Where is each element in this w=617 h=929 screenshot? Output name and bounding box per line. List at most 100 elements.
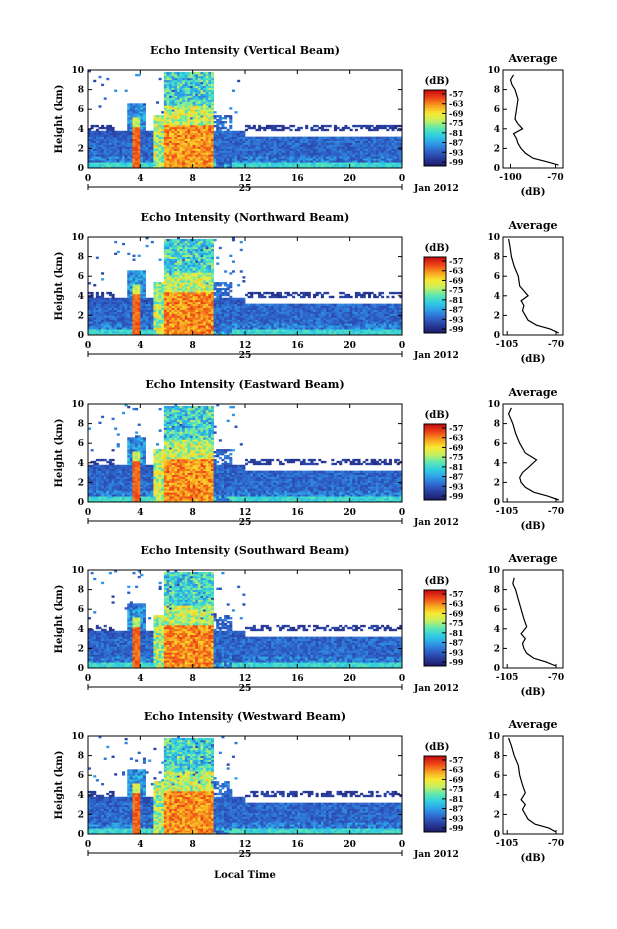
heatmap-cell	[158, 286, 162, 289]
heatmap-cell	[127, 327, 131, 330]
heatmap-cell	[127, 150, 131, 153]
heatmap-cell	[284, 164, 288, 167]
heatmap-cell	[224, 120, 228, 124]
heatmap-cell	[184, 144, 188, 147]
heatmap-cell	[98, 126, 102, 130]
heatmap-cell	[388, 154, 392, 157]
heatmap-cell	[192, 317, 196, 320]
heatmap-cell	[226, 148, 230, 151]
heatmap-cell	[213, 115, 217, 118]
heatmap-cell	[90, 148, 94, 151]
heatmap-cell	[203, 166, 207, 169]
heatmap-cell	[210, 109, 214, 112]
heatmap-cell	[197, 311, 201, 314]
heatmap-cell	[224, 148, 228, 151]
heatmap-cell	[140, 146, 144, 149]
heatmap-cell	[166, 156, 170, 159]
heatmap-cell	[108, 136, 112, 139]
heatmap-cell	[142, 122, 146, 126]
heatmap-cell	[255, 152, 259, 155]
heatmap-cell	[174, 144, 178, 147]
heatmap-cell	[245, 164, 249, 167]
heatmap-cell	[242, 152, 246, 155]
heatmap-cell	[127, 109, 131, 112]
heatmap-cell	[187, 154, 191, 157]
heatmap-cell	[294, 150, 298, 153]
heatmap-cell	[354, 166, 358, 169]
heatmap-cell	[184, 87, 188, 90]
heatmap-cell	[166, 83, 170, 87]
heatmap-cell	[226, 329, 230, 332]
heatmap-cell	[93, 284, 97, 287]
heatmap-cell	[169, 99, 173, 102]
heatmap-cell	[315, 156, 319, 159]
heatmap-cell	[187, 284, 191, 287]
heatmap-cell	[200, 148, 204, 151]
heatmap-cell	[171, 284, 175, 287]
heatmap-cell	[127, 124, 131, 128]
heatmap-cell	[190, 128, 194, 132]
heatmap-cell	[221, 154, 225, 157]
heatmap-cell	[158, 303, 162, 306]
heatmap-cell	[163, 242, 167, 246]
heatmap-cell	[142, 284, 146, 287]
heatmap-cell	[116, 160, 120, 163]
heatmap-cell	[195, 248, 199, 252]
heatmap-cell	[132, 119, 136, 122]
heatmap-cell	[349, 142, 353, 145]
heatmap-cell	[119, 152, 123, 155]
heatmap-cell	[208, 331, 212, 334]
heatmap-cell	[197, 95, 201, 98]
heatmap-cell	[307, 166, 311, 169]
heatmap-cell	[195, 295, 199, 299]
heatmap-cell	[187, 238, 191, 242]
heatmap-cell	[200, 93, 204, 96]
heatmap-cell	[197, 119, 201, 122]
heatmap-cell	[208, 89, 212, 92]
heatmap-cell	[226, 140, 230, 143]
heatmap-cell	[140, 136, 144, 139]
heatmap-cell	[137, 270, 141, 273]
heatmap-cell	[169, 278, 173, 281]
heatmap-cell	[237, 319, 241, 322]
heatmap-cell	[93, 140, 97, 143]
profile-title: Average	[507, 52, 557, 65]
heatmap-cell	[213, 142, 217, 145]
heatmap-cell	[145, 329, 149, 332]
heatmap-cell	[166, 160, 170, 163]
heatmap-cell	[184, 134, 188, 138]
heatmap-cell	[135, 307, 139, 310]
heatmap-cell	[179, 313, 183, 316]
heatmap-cell	[90, 325, 94, 328]
heatmap-cell	[195, 260, 199, 263]
heatmap-cell	[200, 152, 204, 155]
heatmap-cell	[203, 301, 207, 305]
heatmap-cell	[218, 134, 222, 138]
heatmap-cell	[205, 262, 209, 265]
heatmap-cell	[294, 160, 298, 163]
heatmap-cell	[213, 299, 217, 303]
heatmap-cell	[163, 144, 167, 147]
heatmap-cell	[140, 156, 144, 159]
heatmap-cell	[297, 140, 301, 143]
heatmap-cell	[247, 136, 251, 139]
heatmap-cell	[357, 156, 361, 159]
heatmap-cell	[169, 122, 173, 126]
heatmap-cell	[210, 93, 214, 96]
heatmap-cell	[192, 154, 196, 157]
heatmap-cell	[349, 152, 353, 155]
heatmap-cell	[328, 144, 332, 147]
heatmap-cell	[127, 309, 131, 312]
heatmap-cell	[200, 160, 204, 163]
heatmap-cell	[190, 132, 194, 136]
heatmap-cell	[218, 295, 222, 299]
heatmap-cell	[394, 146, 398, 149]
heatmap-cell	[349, 144, 353, 147]
heatmap-cell	[98, 164, 102, 167]
heatmap-cell	[205, 244, 209, 248]
heatmap-cell	[169, 136, 173, 139]
heatmap-cell	[122, 313, 126, 316]
heatmap-cell	[315, 166, 319, 169]
heatmap-cell	[231, 317, 235, 320]
heatmap-cell	[375, 156, 379, 159]
